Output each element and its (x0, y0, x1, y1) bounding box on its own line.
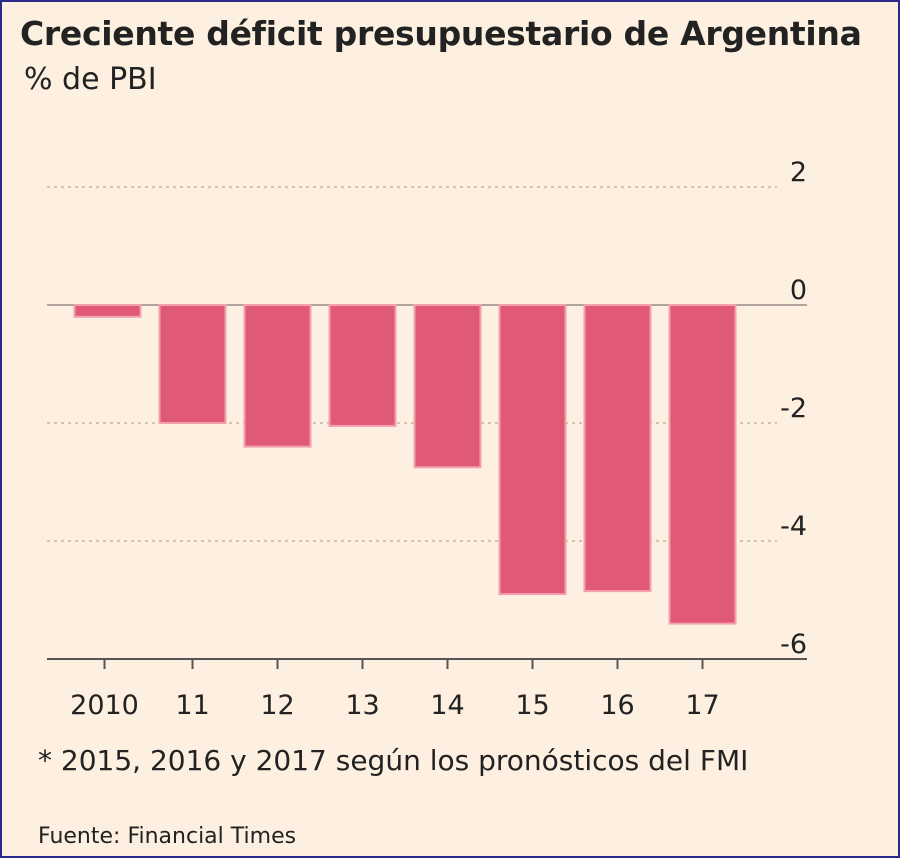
y-tick-label: -2 (780, 393, 807, 424)
y-tick-labels: 2 0 -2 -4 -6 (780, 157, 807, 660)
bars (73, 304, 737, 625)
chart-title: Creciente déficit presupuestario de Arge… (20, 14, 862, 53)
chart-footnote: * 2015, 2016 y 2017 según los pronóstico… (38, 744, 749, 777)
bar-15 (498, 304, 567, 596)
x-tick-label: 11 (175, 690, 209, 721)
y-tick-label: -4 (780, 511, 807, 542)
x-tick-label: 16 (600, 690, 634, 721)
bar-13 (328, 304, 397, 427)
bar-chart: 2 0 -2 -4 -6 2010 11 12 13 14 15 16 17 (47, 157, 807, 721)
y-tick-label: 2 (790, 157, 807, 188)
chart-subtitle: % de PBI (24, 62, 157, 97)
x-tick-label: 2010 (70, 690, 139, 721)
bar-2010 (73, 304, 142, 318)
y-tick-label: -6 (780, 629, 807, 660)
x-axis (47, 658, 807, 669)
x-tick-label: 15 (515, 690, 549, 721)
bar-11 (158, 304, 227, 424)
bar-14 (413, 304, 482, 469)
x-tick-label: 12 (260, 690, 294, 721)
chart-source: Fuente: Financial Times (38, 824, 297, 849)
bar-12 (243, 304, 312, 448)
x-tick-labels: 2010 11 12 13 14 15 16 17 (70, 690, 720, 721)
x-tick-label: 13 (345, 690, 379, 721)
x-tick-label: 17 (685, 690, 719, 721)
bar-17 (668, 304, 737, 625)
bar-16 (583, 304, 652, 593)
y-tick-label: 0 (790, 275, 807, 306)
x-tick-label: 14 (430, 690, 464, 721)
